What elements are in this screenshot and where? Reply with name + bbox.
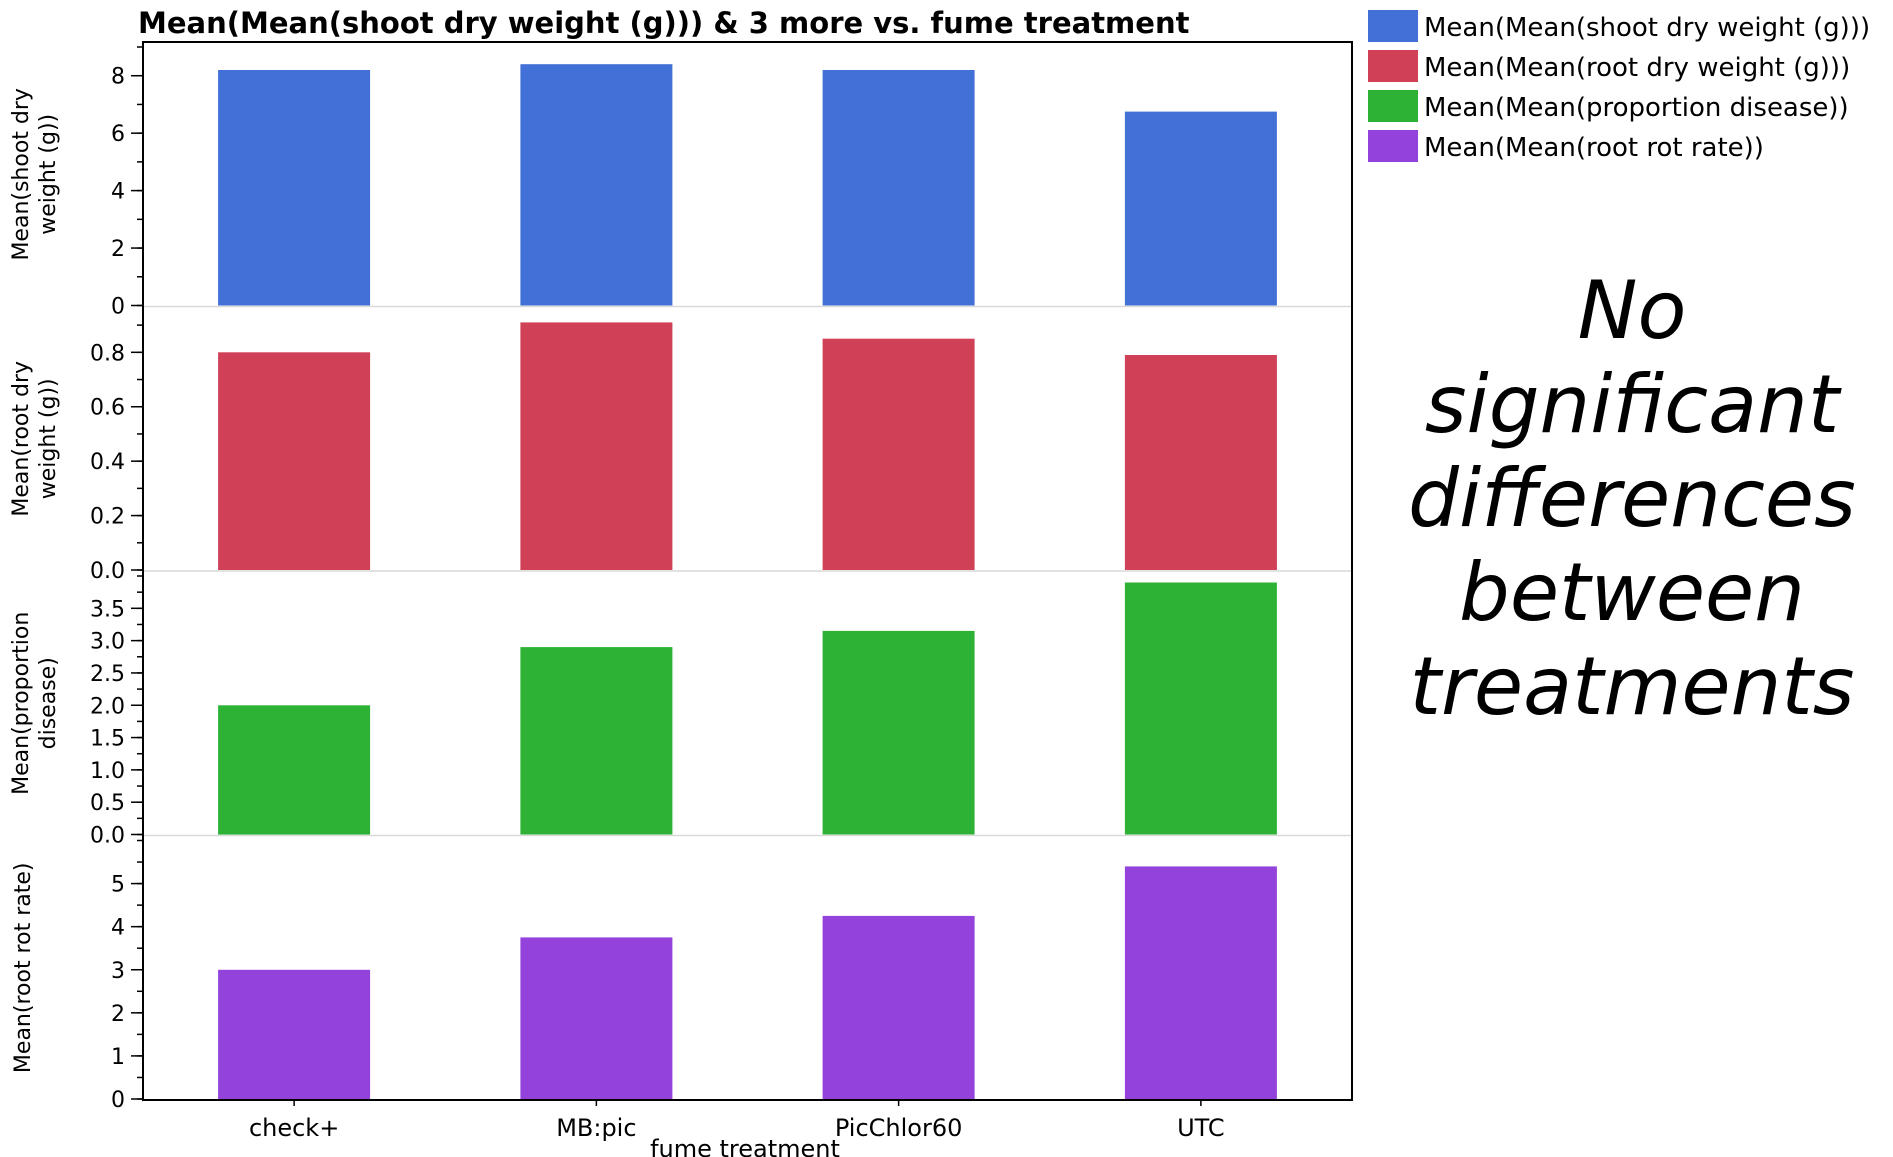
- legend-label: Mean(Mean(shoot dry weight (g))): [1424, 13, 1870, 43]
- y-axis-title-line: weight (g)): [36, 114, 61, 235]
- bar-2-mb-pic: [520, 322, 673, 570]
- y-axis-title-line: Mean(root dry: [9, 361, 34, 517]
- y-tick-label: 1.5: [90, 727, 125, 752]
- y-tick-label: 3.0: [90, 630, 125, 655]
- bar-1-check-: [218, 70, 371, 306]
- y-tick-label: 0: [111, 295, 125, 320]
- panel-4: 0 1 2 3 4 5 Mean(root rot rate): [11, 834, 1352, 1113]
- bar-1-picchlor60: [822, 70, 975, 306]
- annotation-no-significant-differences: Nosignificantdifferencesbetweentreatment…: [1408, 264, 1856, 733]
- y-tick-label: 1.0: [90, 759, 125, 784]
- y-tick-label: 0.6: [90, 396, 125, 421]
- x-axis: check+ MB:pic PicChlor60 UTC: [249, 1100, 1225, 1142]
- y-axis-title-3: Mean(proportiondisease): [9, 612, 61, 795]
- y-axis-title-4: Mean(root rot rate): [11, 863, 36, 1074]
- bar-2-utc: [1124, 355, 1277, 570]
- legend-label: Mean(Mean(root rot rate)): [1424, 133, 1764, 163]
- x-tick-label: MB:pic: [556, 1114, 636, 1142]
- x-tick-label: check+: [249, 1114, 339, 1142]
- x-axis-title: fume treatment: [650, 1135, 840, 1157]
- bar-3-picchlor60: [822, 630, 975, 835]
- y-tick-label: 6: [111, 122, 125, 147]
- bar-4-utc: [1124, 866, 1277, 1099]
- y-axis-title-line: disease): [36, 657, 61, 749]
- bar-4-picchlor60: [822, 915, 975, 1099]
- bar-3-check-: [218, 705, 371, 835]
- annotation-line: between: [1459, 546, 1805, 639]
- bar-2-picchlor60: [822, 338, 975, 570]
- y-tick-label: 5: [111, 873, 125, 898]
- y-tick-label: 3.5: [90, 597, 125, 622]
- annotation-line: differences: [1408, 452, 1856, 545]
- legend: Mean(Mean(shoot dry weight (g))) Mean(Mea…: [1368, 10, 1870, 163]
- annotation-line: treatments: [1410, 640, 1855, 733]
- annotation-line: significant: [1425, 358, 1842, 451]
- bar-1-mb-pic: [520, 64, 673, 306]
- y-tick-label: 2: [111, 1002, 125, 1027]
- y-tick-label: 4: [111, 180, 125, 205]
- y-axis-title-line: weight (g)): [36, 378, 61, 499]
- bar-2-check-: [218, 352, 371, 570]
- y-tick-label: 3: [111, 959, 125, 984]
- y-tick-label: 0.2: [90, 505, 125, 530]
- y-tick-label: 1: [111, 1045, 125, 1070]
- bar-4-check-: [218, 969, 371, 1100]
- plot-frame: [142, 41, 1353, 1101]
- y-tick-label: 0.5: [90, 791, 125, 816]
- bar-3-utc: [1124, 582, 1277, 835]
- legend-label: Mean(Mean(proportion disease)): [1424, 93, 1849, 123]
- y-tick-label: 2.5: [90, 662, 125, 687]
- y-tick-label: 0.4: [90, 450, 125, 475]
- panel-2: 0.0 0.2 0.4 0.6 0.8 Mean(root dryweight (g)): [9, 305, 1352, 584]
- annotation-line: No: [1578, 264, 1687, 357]
- y-axis-title-line: Mean(proportion: [9, 612, 34, 795]
- y-tick-label: 2: [111, 237, 125, 262]
- legend-swatch: [1368, 10, 1418, 42]
- y-tick-label: 0.0: [90, 824, 125, 849]
- x-tick-label: UTC: [1177, 1114, 1225, 1142]
- y-tick-label: 2.0: [90, 694, 125, 719]
- legend-swatch: [1368, 130, 1418, 162]
- bar-3-mb-pic: [520, 647, 673, 835]
- y-tick-label: 0: [111, 1088, 125, 1113]
- panel-3: 0.0 0.5 1.0 1.5 2.0 2.5 3.0 3.5 Mean(proportiond…: [9, 570, 1352, 849]
- y-tick-label: 4: [111, 916, 125, 941]
- y-axis-title-line: Mean(shoot dry: [9, 88, 34, 260]
- bar-4-mb-pic: [520, 937, 673, 1099]
- chart-title: Mean(Mean(shoot dry weight (g))) & 3 mor…: [138, 6, 1190, 40]
- y-axis-title-line: Mean(root rot rate): [11, 863, 36, 1074]
- y-tick-label: 0.8: [90, 341, 125, 366]
- bar-1-utc: [1124, 111, 1277, 306]
- legend-label: Mean(Mean(root dry weight (g))): [1424, 53, 1850, 83]
- legend-swatch: [1368, 90, 1418, 122]
- panel-1: 0 2 4 6 8 Mean(shoot dryweight (g)): [9, 46, 1277, 320]
- legend-swatch: [1368, 50, 1418, 82]
- y-axis-title-1: Mean(shoot dryweight (g)): [9, 88, 61, 260]
- y-tick-label: 8: [111, 65, 125, 90]
- y-tick-label: 0.0: [90, 559, 125, 584]
- x-tick-label: PicChlor60: [835, 1114, 963, 1142]
- y-axis-title-2: Mean(root dryweight (g)): [9, 361, 61, 517]
